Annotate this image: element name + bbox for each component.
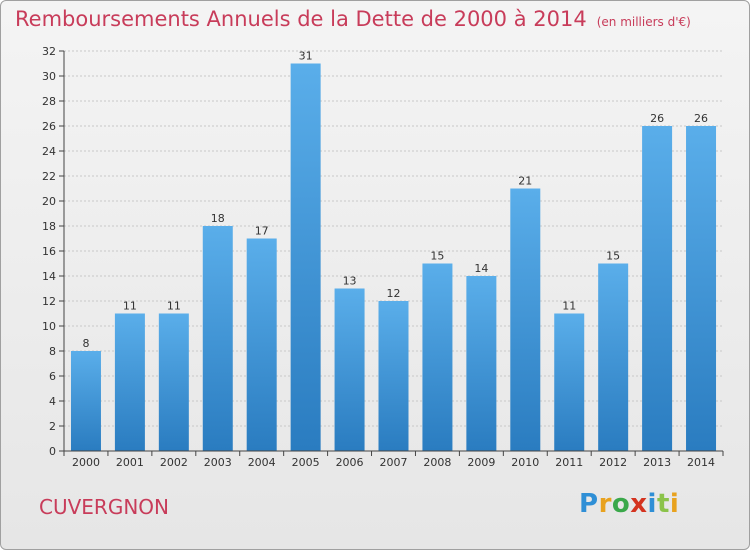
bar-2002 [158, 313, 189, 451]
y-tick-label: 4 [49, 395, 56, 408]
y-tick-label: 18 [42, 220, 56, 233]
bar-2003 [202, 226, 233, 451]
logo-letter: i [669, 489, 680, 519]
y-tick-label: 26 [42, 120, 56, 133]
bar-value-label: 26 [694, 112, 708, 125]
logo-letter: o [611, 489, 631, 519]
bar-value-label: 11 [562, 300, 576, 313]
x-tick-label: 2005 [292, 456, 320, 469]
bar-2012 [598, 263, 629, 451]
bar-value-label: 13 [343, 275, 357, 288]
bar-value-label: 8 [82, 337, 89, 350]
bar-2013 [642, 126, 673, 451]
y-tick-label: 8 [49, 345, 56, 358]
proxiti-logo: Proxiti [579, 489, 679, 519]
x-tick-label: 2000 [72, 456, 100, 469]
y-tick-label: 2 [49, 420, 56, 433]
logo-letter: x [630, 489, 648, 519]
bar-value-label: 26 [650, 112, 664, 125]
x-tick-label: 2001 [116, 456, 144, 469]
bar-value-label: 15 [430, 250, 444, 263]
bar-value-label: 11 [123, 300, 137, 313]
title-unit: (en milliers d'€) [596, 15, 691, 29]
logo-letter: i [647, 489, 657, 519]
y-tick-label: 12 [42, 295, 56, 308]
bar-2010 [510, 188, 541, 451]
y-tick-label: 30 [42, 70, 56, 83]
x-tick-label: 2011 [555, 456, 583, 469]
bar-2001 [114, 313, 145, 451]
y-tick-label: 6 [49, 370, 56, 383]
logo-letter: t [656, 489, 670, 519]
bar-value-label: 12 [387, 287, 401, 300]
bar-2005 [290, 63, 321, 451]
bar-value-label: 31 [299, 50, 313, 63]
x-tick-label: 2010 [511, 456, 539, 469]
bar-2009 [466, 276, 497, 451]
y-tick-label: 32 [42, 45, 56, 58]
y-tick-label: 0 [49, 445, 56, 458]
x-tick-label: 2013 [643, 456, 671, 469]
x-tick-label: 2009 [467, 456, 495, 469]
bar-2014 [686, 126, 717, 451]
y-tick-label: 28 [42, 95, 56, 108]
x-tick-label: 2014 [687, 456, 715, 469]
x-tick-label: 2012 [599, 456, 627, 469]
bar-value-label: 14 [474, 262, 488, 275]
x-tick-label: 2008 [423, 456, 451, 469]
bar-value-label: 18 [211, 212, 225, 225]
y-tick-label: 10 [42, 320, 56, 333]
chart-title: Remboursements Annuels de la Dette de 20… [15, 7, 691, 31]
y-tick-label: 14 [42, 270, 56, 283]
bar-value-label: 15 [606, 250, 620, 263]
bar-value-label: 11 [167, 300, 181, 313]
bar-2008 [422, 263, 453, 451]
x-tick-label: 2007 [380, 456, 408, 469]
logo-letter: r [598, 489, 612, 519]
y-tick-label: 22 [42, 170, 56, 183]
y-tick-label: 16 [42, 245, 56, 258]
x-tick-label: 2004 [248, 456, 276, 469]
bar-2011 [554, 313, 585, 451]
y-tick-label: 24 [42, 145, 56, 158]
x-tick-label: 2002 [160, 456, 188, 469]
bar-2000 [70, 351, 101, 451]
logo-letter: P [579, 489, 599, 519]
commune-name: CUVERGNON [39, 495, 169, 519]
bar-value-label: 21 [518, 175, 532, 188]
bar-2007 [378, 301, 409, 451]
x-tick-label: 2006 [336, 456, 364, 469]
title-text: Remboursements Annuels de la Dette de 20… [15, 7, 587, 31]
x-tick-label: 2003 [204, 456, 232, 469]
bar-2004 [246, 238, 277, 451]
bar-2006 [334, 288, 365, 451]
bar-value-label: 17 [255, 225, 269, 238]
bars: 8 11 11 18 17 31 13 12 15 14 21 11 15 26 26 [70, 50, 717, 451]
y-tick-label: 20 [42, 195, 56, 208]
